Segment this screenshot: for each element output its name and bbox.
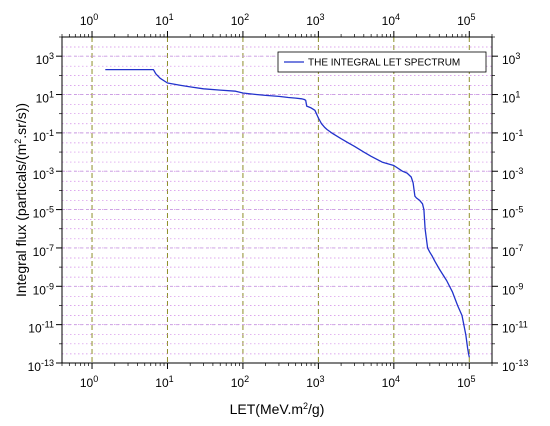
grid <box>62 37 492 364</box>
series-line-0 <box>105 68 470 358</box>
y-tick-label-right: 10-13 <box>502 358 528 374</box>
x-tick-label-bottom: 102 <box>231 374 249 390</box>
y-tick-label-right: 103 <box>502 51 520 67</box>
y-tick-label-left: 10-13 <box>28 358 54 374</box>
y-tick-label-right: 10-9 <box>502 281 523 297</box>
x-axis-title: LET(MeV.m2/g) <box>230 401 325 417</box>
axis-ticks <box>56 31 498 369</box>
legend-label: THE INTEGRAL LET SPECTRUM <box>308 58 460 69</box>
x-tick-label-bottom: 103 <box>306 374 324 390</box>
y-tick-label-left: 10-7 <box>33 243 54 259</box>
y-tick-label-left: 10-5 <box>33 205 54 221</box>
y-tick-label-left: 10-1 <box>33 128 54 144</box>
y-tick-label-right: 10-3 <box>502 166 523 182</box>
series-layer <box>105 68 470 358</box>
x-tick-label-bottom: 101 <box>155 374 173 390</box>
x-tick-label-bottom: 104 <box>382 374 400 390</box>
y-tick-label-right: 101 <box>502 90 520 106</box>
x-tick-label-bottom: 100 <box>80 374 98 390</box>
legend-box <box>277 51 487 73</box>
x-tick-label-top: 105 <box>457 12 475 28</box>
x-tick-label-top: 104 <box>382 12 400 28</box>
y-tick-label-right: 10-1 <box>502 128 523 144</box>
y-tick-label-right: 10-11 <box>502 320 528 336</box>
legend: THE INTEGRAL LET SPECTRUM <box>277 51 487 73</box>
y-tick-label-right: 10-7 <box>502 243 523 259</box>
x-tick-label-top: 103 <box>306 12 324 28</box>
y-tick-label-left: 10-9 <box>33 281 54 297</box>
x-tick-label-bottom: 105 <box>457 374 475 390</box>
y-tick-label-right: 10-5 <box>502 205 523 221</box>
y-tick-label-left: 101 <box>36 90 54 106</box>
y-tick-label-left: 10-3 <box>33 166 54 182</box>
y-tick-label-left: 10-11 <box>28 320 54 336</box>
x-tick-label-top: 102 <box>231 12 249 28</box>
y-axis-title: Integral flux (particals/(m2.sr/s)) <box>13 103 29 297</box>
x-tick-label-top: 101 <box>155 12 173 28</box>
x-tick-label-top: 100 <box>80 12 98 28</box>
y-tick-label-left: 103 <box>36 51 54 67</box>
plot-frame <box>61 36 493 364</box>
